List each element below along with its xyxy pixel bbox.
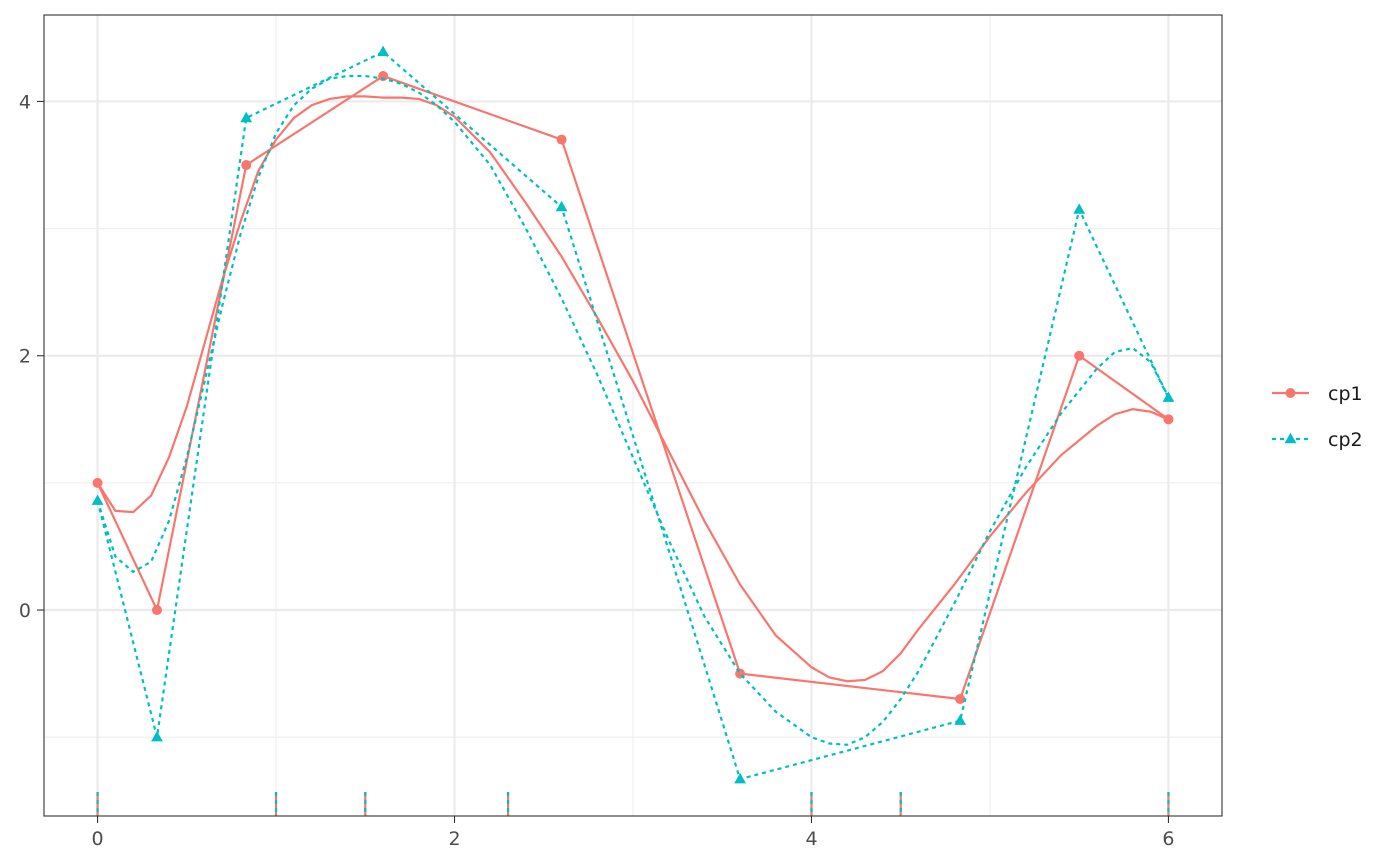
smooth-curve-cp1 xyxy=(96,95,1169,683)
control-point-cp2 xyxy=(1162,391,1175,402)
control-point-cp1 xyxy=(151,605,162,616)
y-tick-label: 4 xyxy=(19,91,31,113)
series-cp2 xyxy=(91,45,1175,784)
control-point-cp1 xyxy=(955,694,966,705)
series-layer xyxy=(91,45,1175,784)
control-point-cp2 xyxy=(1073,203,1086,214)
legend-key-marker xyxy=(1285,388,1296,398)
legend-item-cp2: cp2 xyxy=(1272,429,1363,451)
minor-gridlines xyxy=(44,15,1222,816)
panel-border xyxy=(43,14,1223,817)
legend-label: cp1 xyxy=(1328,383,1363,405)
control-point-cp1 xyxy=(378,71,389,82)
control-point-cp2 xyxy=(555,200,568,212)
x-tick-label: 4 xyxy=(805,828,817,850)
control-point-cp2 xyxy=(91,494,104,505)
legend-key-marker xyxy=(1284,432,1297,444)
control-point-cp2 xyxy=(954,714,967,725)
x-tick-label: 6 xyxy=(1162,828,1174,850)
control-point-cp2 xyxy=(734,772,746,784)
control-point-cp1 xyxy=(92,477,103,488)
legend-label: cp2 xyxy=(1328,429,1363,451)
control-point-cp2 xyxy=(377,45,390,57)
control-point-cp1 xyxy=(1074,350,1085,361)
axes: 0 2 4 6 0 2 4 xyxy=(19,91,1175,850)
x-tick-label: 2 xyxy=(448,828,460,850)
knot-rug xyxy=(96,792,1170,816)
y-tick-label: 0 xyxy=(19,600,31,622)
control-point-cp1 xyxy=(1163,414,1174,425)
control-point-cp1 xyxy=(241,160,252,171)
smooth-curve-cp2 xyxy=(96,74,1170,746)
y-tick-label: 2 xyxy=(19,346,31,368)
control-point-cp2 xyxy=(240,111,253,123)
series-cp1 xyxy=(92,71,1174,705)
legend: cp1 cp2 xyxy=(1272,383,1363,451)
control-point-cp2 xyxy=(151,730,163,742)
control-point-cp1 xyxy=(556,134,567,145)
legend-item-cp1: cp1 xyxy=(1272,383,1363,405)
x-tick-label: 0 xyxy=(91,828,103,850)
